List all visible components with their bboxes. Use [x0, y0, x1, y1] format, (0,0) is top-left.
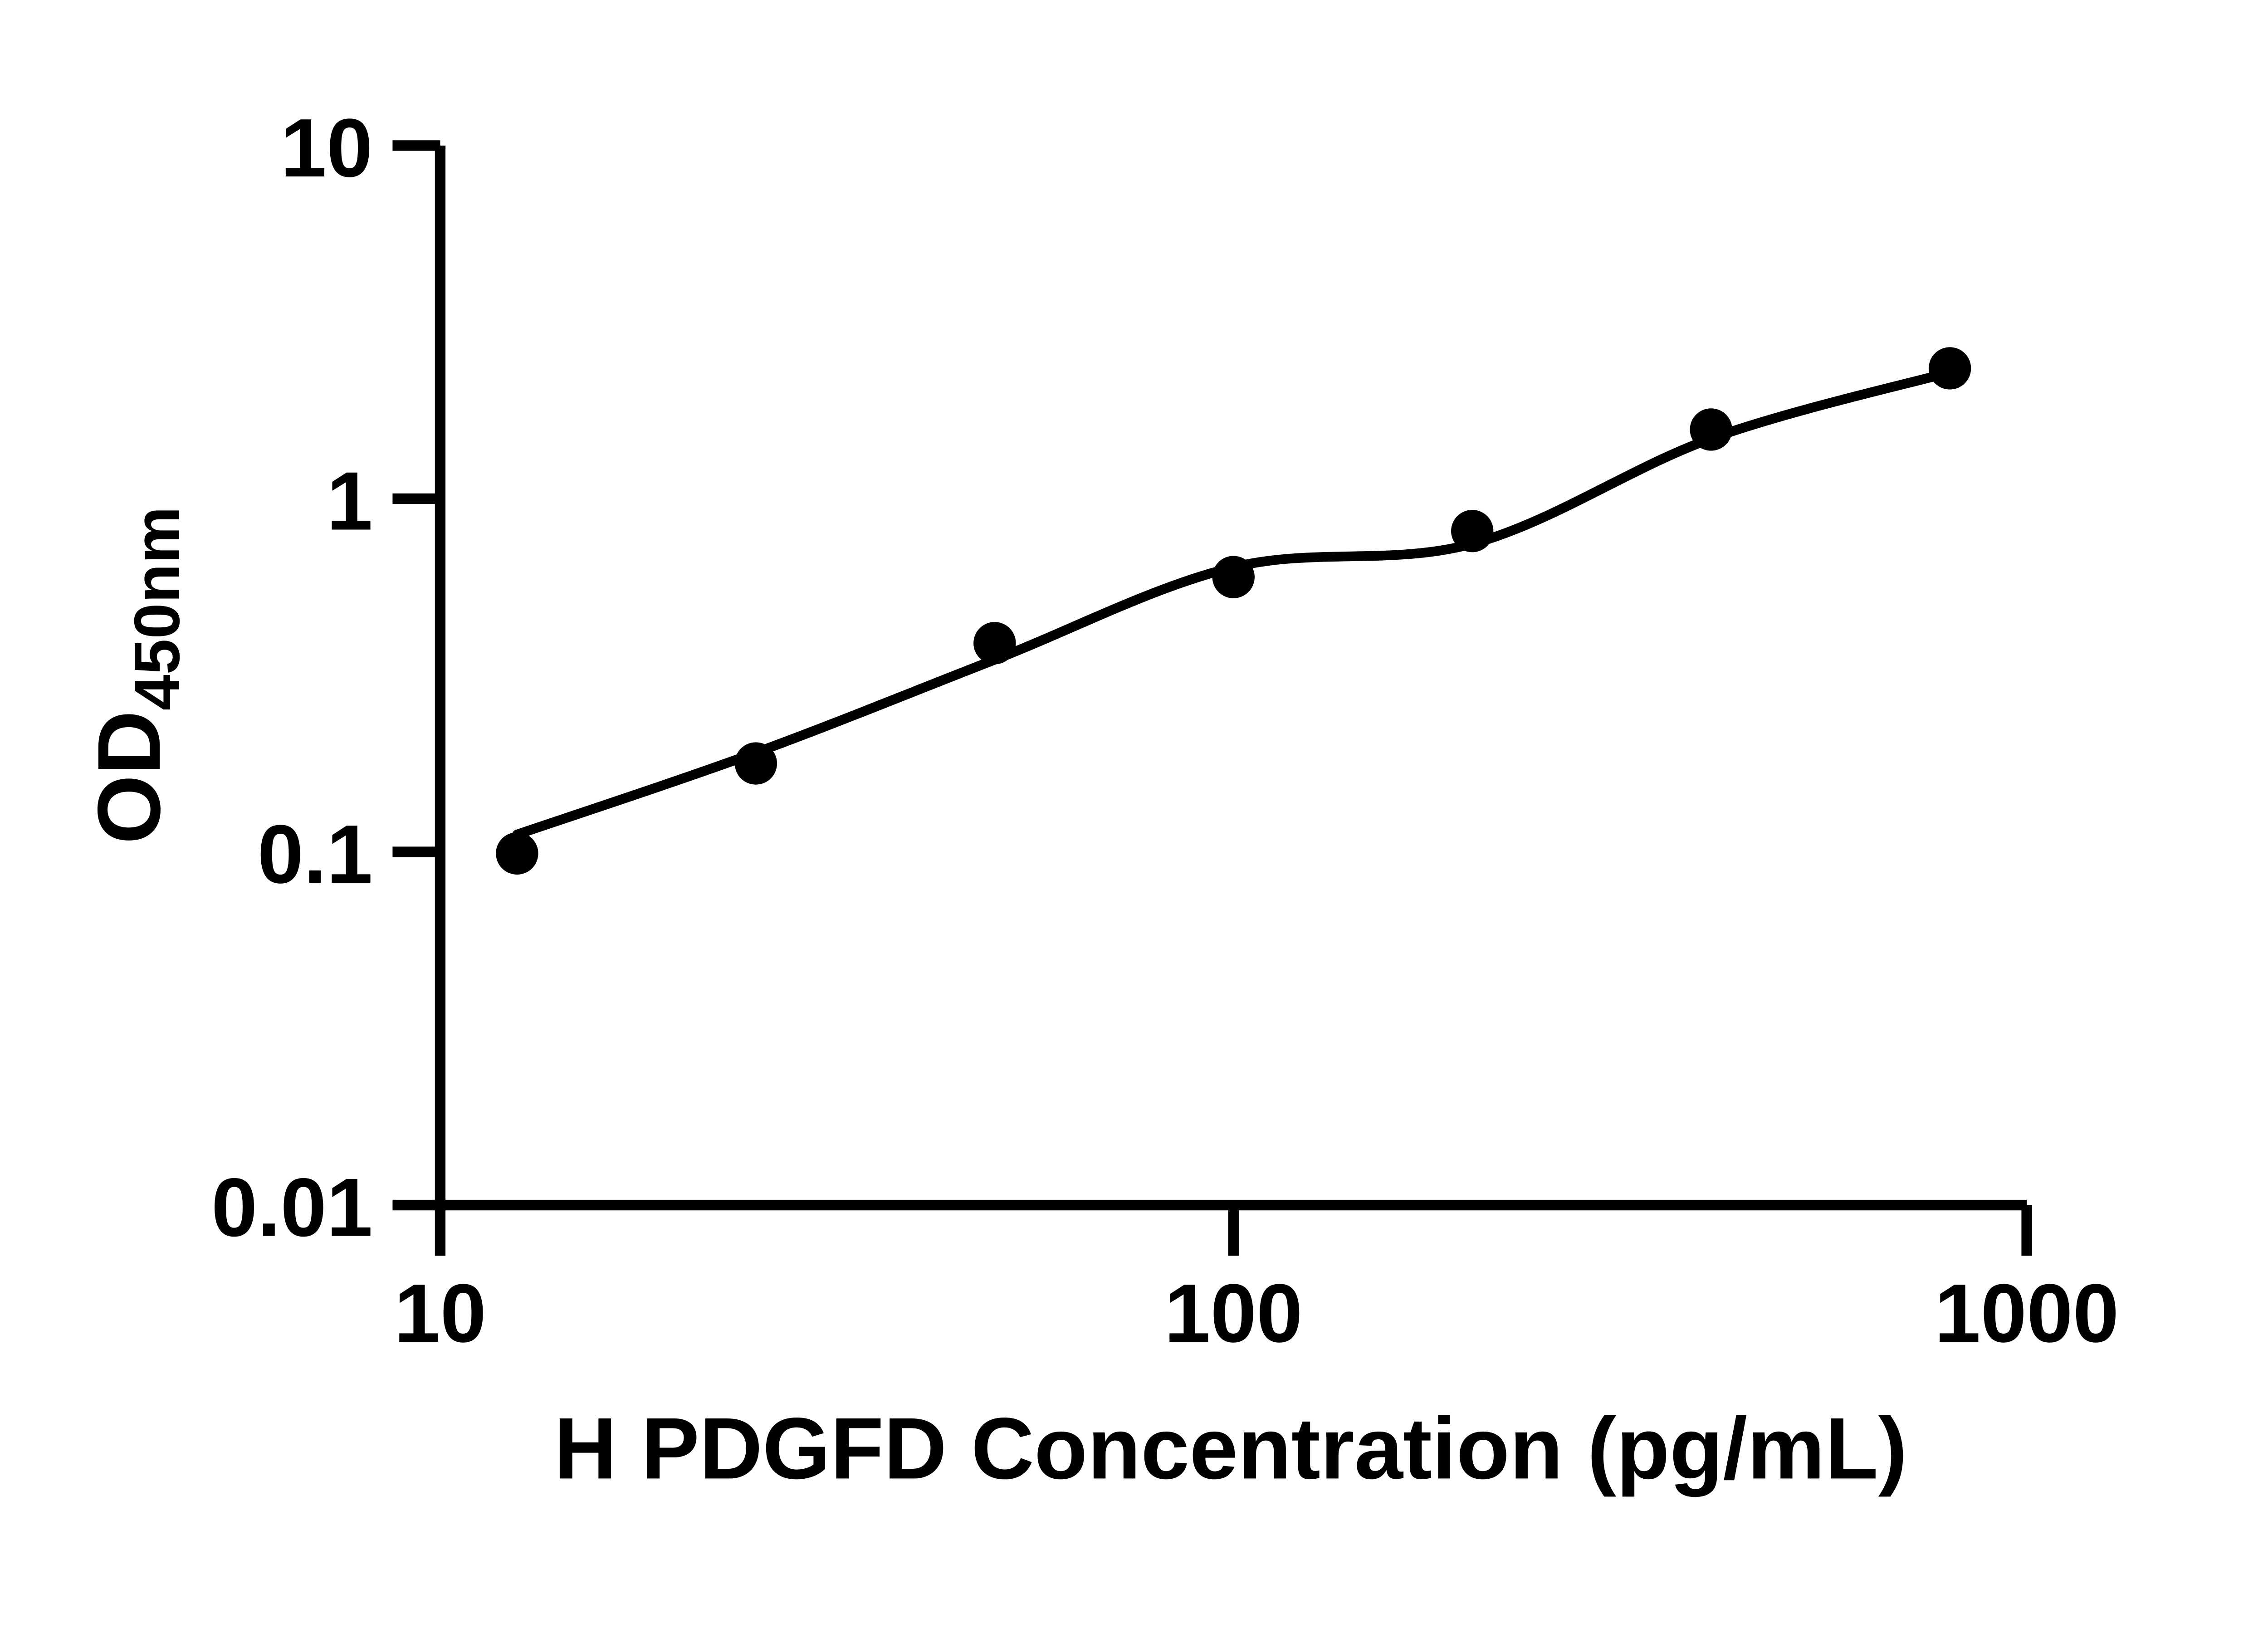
data-point: [1690, 408, 1732, 451]
axis-lines: [435, 145, 2027, 1211]
data-point: [734, 742, 777, 785]
data-point: [496, 832, 538, 875]
x-tick-label: 1000: [1935, 1267, 2119, 1359]
y-axis-tick-labels: 10 1 0.1 0.01: [211, 102, 373, 1254]
y-axis-title: OD450nm: [79, 507, 193, 844]
standard-curve-chart: 10 1 0.1 0.01 10 100 1000 H PDGFD Concentrati…: [79, 101, 2119, 1497]
y-tick-label: 1: [327, 455, 373, 548]
x-tick-label: 10: [394, 1267, 486, 1359]
y-axis-title-main: OD: [79, 710, 179, 844]
y-axis-title-subscript: 450nm: [121, 507, 193, 711]
data-point: [973, 622, 1016, 665]
data-point: [1928, 347, 1971, 390]
x-axis-title: H PDGFD Concentration (pg/mL): [554, 1399, 1907, 1497]
data-points: [496, 347, 1971, 875]
elisa-standard-curve-figure: 10 1 0.1 0.01 10 100 1000 H PDGFD Concentrati…: [79, 101, 2119, 1497]
data-point: [1451, 510, 1494, 552]
x-axis-tick-labels: 10 100 1000: [394, 1267, 2119, 1359]
y-tick-label: 10: [280, 102, 372, 194]
y-tick-label: 0.01: [211, 1161, 373, 1254]
data-point: [1212, 556, 1255, 598]
x-axis-tick-marks: [435, 1205, 2032, 1256]
fitted-curve: [512, 367, 1955, 840]
y-axis-tick-marks: [392, 140, 440, 1211]
x-tick-label: 100: [1164, 1267, 1303, 1359]
y-tick-label: 0.1: [258, 808, 373, 900]
